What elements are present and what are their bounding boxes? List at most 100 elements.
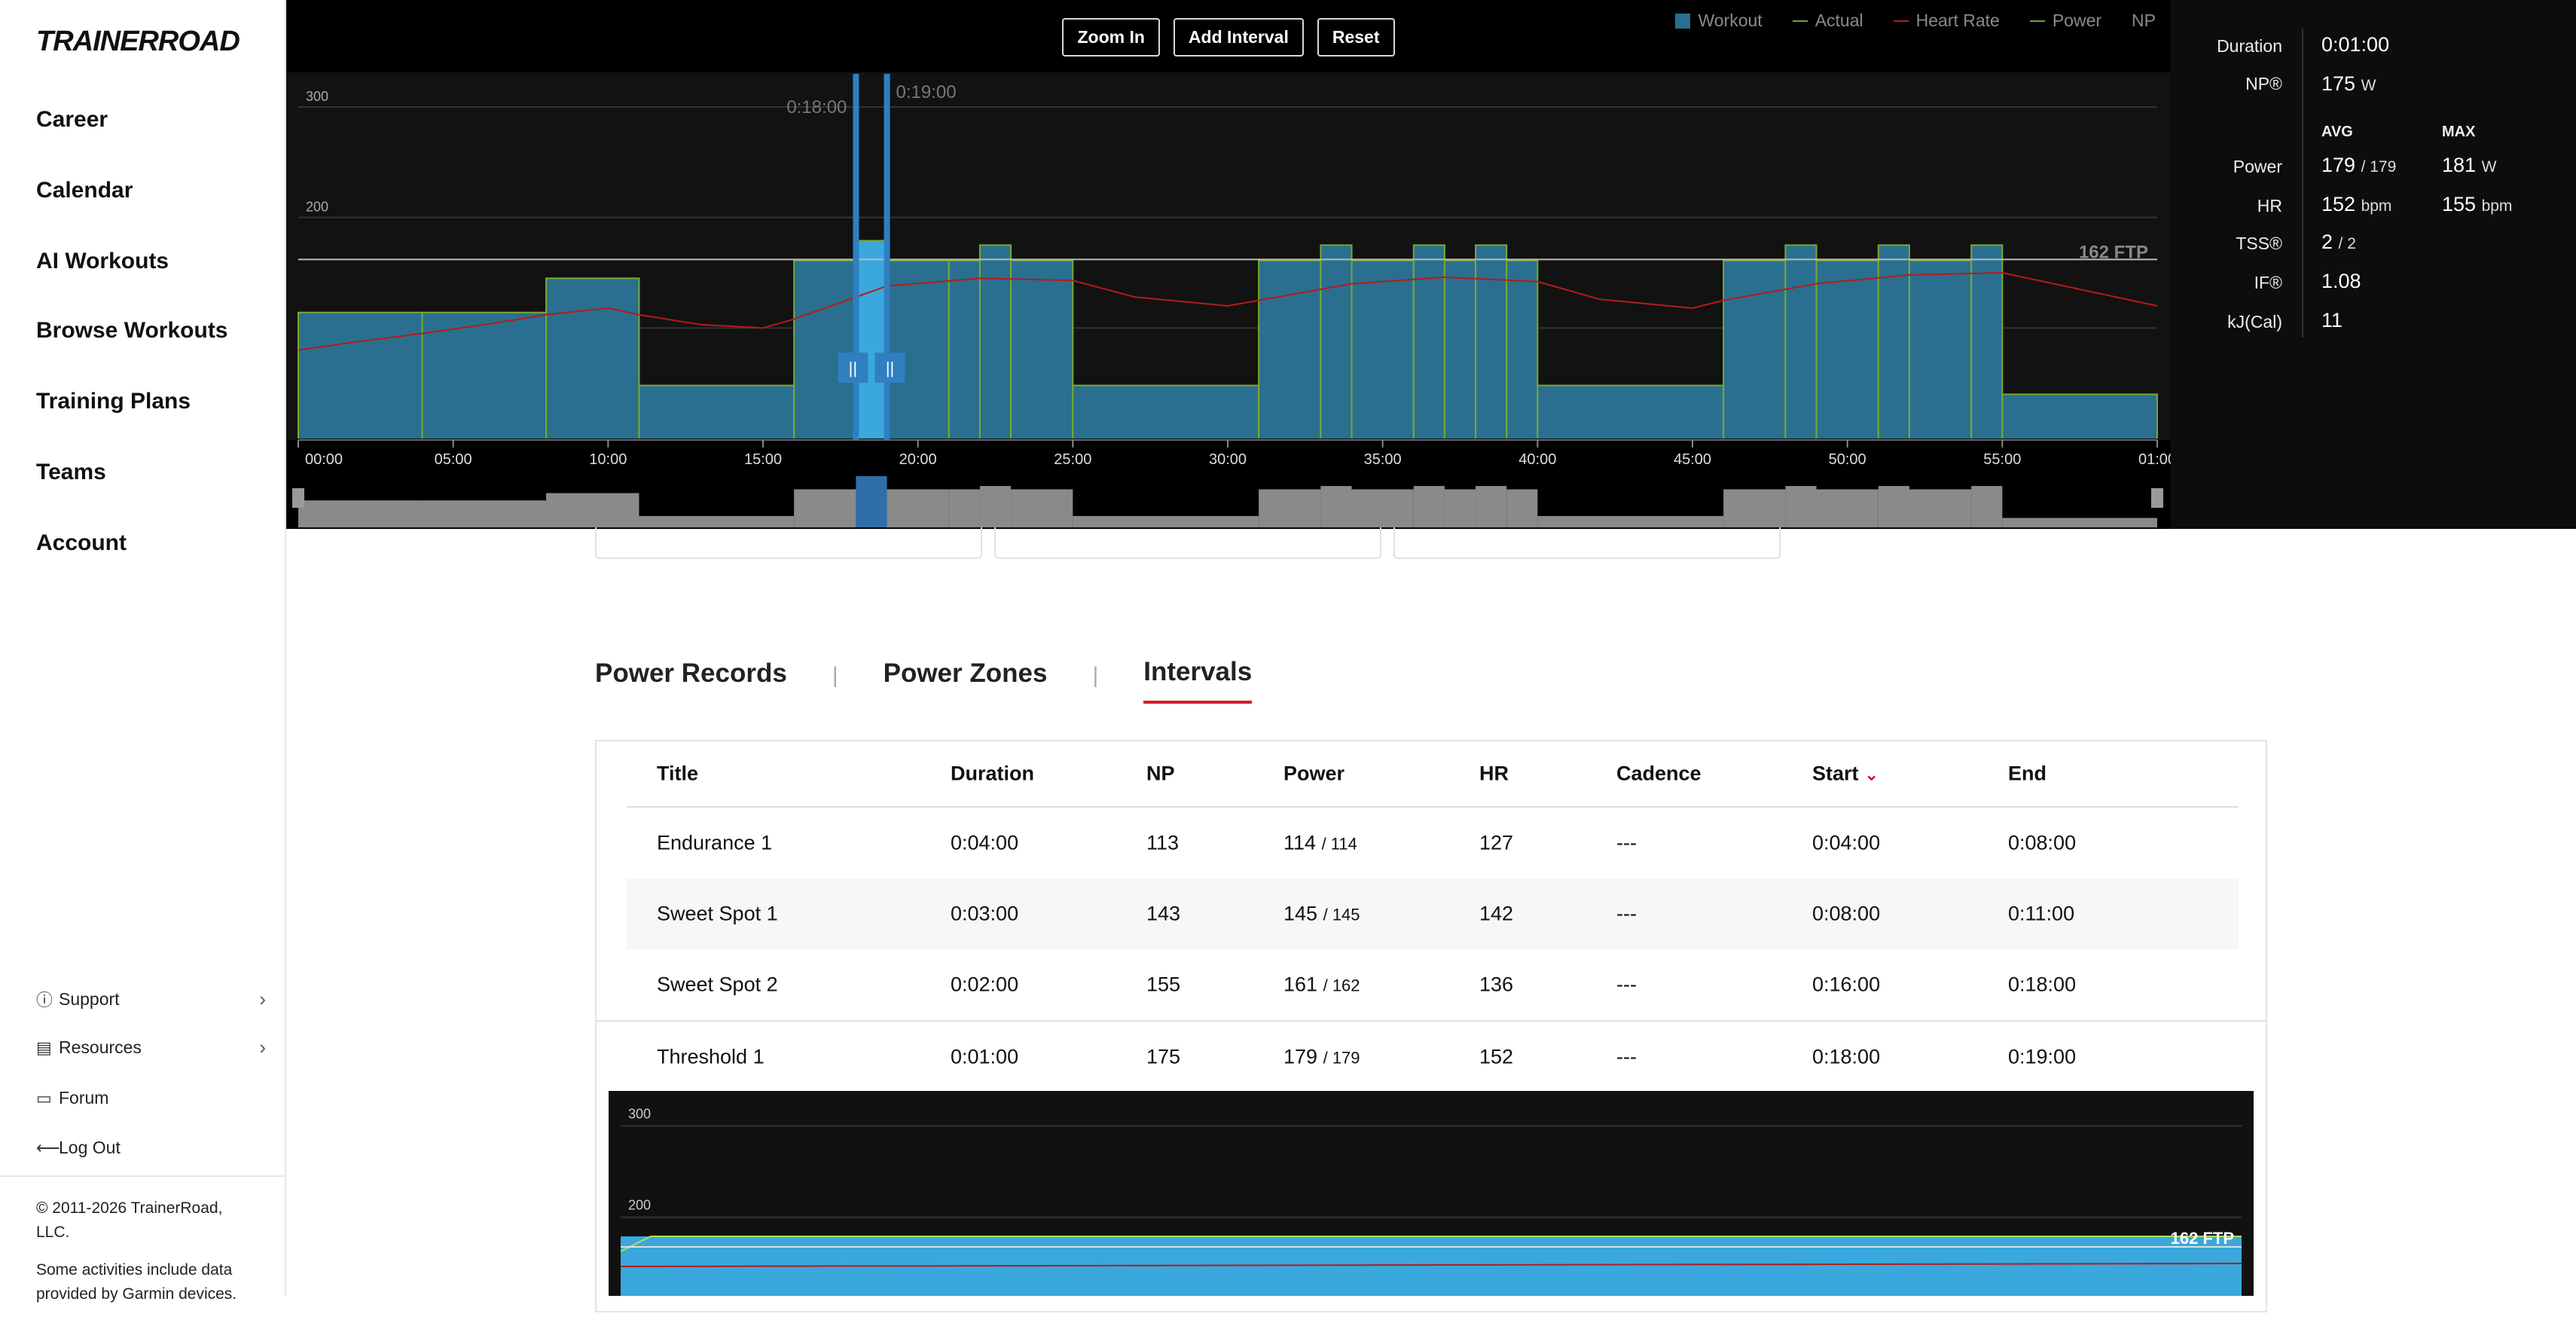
garmin-note: Some activities include data provided by…: [36, 1261, 237, 1303]
sort-desc-icon: ⌄: [1864, 765, 1879, 784]
x-tick-label: 35:00: [1364, 451, 1402, 468]
cell-start: 0:18:00: [1812, 1045, 1881, 1068]
cell-duration: 0:04:00: [951, 831, 1019, 854]
power-sub: 162: [1332, 976, 1360, 995]
legend-actual[interactable]: Actual: [1792, 11, 1863, 31]
table-row[interactable]: Endurance 1 0:04:00 113 114 / 114 127 --…: [627, 808, 2239, 878]
nav-ai-workouts[interactable]: AI Workouts: [36, 249, 169, 273]
col-duration[interactable]: Duration: [951, 762, 1034, 785]
cell-hr: 152: [1479, 1045, 1514, 1068]
x-tick-label: 25:00: [1054, 451, 1091, 468]
forum-link[interactable]: ▭ Forum: [36, 1088, 266, 1108]
tab-intervals[interactable]: Intervals: [1143, 657, 1253, 704]
power-line: [1010, 259, 1074, 438]
overview-bar: [546, 493, 639, 527]
workout-chart[interactable]: 300200100162 FTP0:18:000:19:00||||00:000…: [286, 0, 2171, 529]
summary-card[interactable]: [1393, 527, 1781, 559]
hr-avg-unit: bpm: [2361, 197, 2392, 215]
tss-label: TSS®: [2236, 234, 2282, 253]
mini-heart-rate-line: [620, 1263, 2242, 1268]
tss-number: 2: [2321, 231, 2333, 253]
cell-np: 143: [1146, 902, 1181, 925]
selection-start-handle: [853, 74, 859, 440]
resources-link[interactable]: ▤ Resources ›: [36, 1036, 266, 1059]
mini-y-tick-label: 300: [628, 1106, 651, 1121]
cell-title: Sweet Spot 1: [657, 902, 778, 925]
col-hr[interactable]: HR: [1479, 762, 1509, 785]
overview-bar: [1816, 489, 1879, 527]
kj-value: 11: [2321, 309, 2343, 332]
col-cadence[interactable]: Cadence: [1616, 762, 1702, 785]
nav-training-plans[interactable]: Training Plans: [36, 389, 191, 414]
zoom-in-button[interactable]: Zoom In: [1062, 18, 1160, 57]
overview-bar: [887, 489, 949, 527]
cell-start: 0:08:00: [1812, 902, 1881, 925]
legend-power[interactable]: Power: [2029, 11, 2101, 31]
legend-heart-rate[interactable]: Heart Rate: [1893, 11, 2000, 31]
legend-workout[interactable]: Workout: [1675, 11, 1763, 31]
legend-label: Heart Rate: [1915, 11, 2000, 30]
logout-link[interactable]: ⟵ Log Out: [36, 1138, 266, 1158]
support-link[interactable]: ⓘ Support ›: [36, 987, 266, 1011]
legend-swatch: [2029, 20, 2045, 22]
cell-start: 0:04:00: [1812, 831, 1881, 854]
tss-value: 2 / 2: [2321, 231, 2356, 253]
workout-segment-bar: [1506, 260, 1538, 438]
chevron-right-icon: ›: [259, 987, 266, 1010]
table-row-selected[interactable]: Threshold 1 0:01:00 175 179 / 179 152 --…: [597, 1020, 2266, 1092]
workout-segment-bar: [1444, 260, 1476, 438]
trainerroad-logo[interactable]: TRAINERROAD: [36, 26, 240, 57]
overview-bar: [1909, 489, 1972, 527]
stats-divider: [2302, 29, 2303, 338]
power-max: 181 W: [2442, 154, 2496, 177]
summary-card[interactable]: [595, 527, 982, 559]
overview-bar: [298, 500, 423, 527]
x-tick-label: 15:00: [744, 451, 782, 468]
col-np[interactable]: NP: [1146, 762, 1175, 785]
interval-detail-chart[interactable]: 300 200 162 FTP: [609, 1091, 2254, 1296]
cell-duration: 0:02:00: [951, 973, 1019, 996]
cell-hr: 127: [1479, 831, 1514, 854]
power-sub: 145: [1332, 905, 1360, 924]
col-start[interactable]: Start ⌄: [1812, 762, 1879, 786]
summary-card[interactable]: [994, 527, 1381, 559]
hr-avg-number: 152: [2321, 193, 2356, 215]
hr-max-unit: bpm: [2481, 197, 2513, 215]
tab-power-zones[interactable]: Power Zones: [883, 658, 1048, 688]
workout-segment-bar: [1011, 260, 1073, 438]
x-tick-label: 01:00: [2138, 451, 2171, 468]
x-tick-label: 40:00: [1518, 451, 1556, 468]
legend-np[interactable]: NP: [2132, 11, 2156, 31]
x-tick-label: 30:00: [1209, 451, 1247, 468]
table-row[interactable]: Sweet Spot 1 0:03:00 143 145 / 145 142 -…: [627, 878, 2239, 949]
power-value: 145: [1283, 902, 1318, 925]
table-row[interactable]: Sweet Spot 2 0:02:00 155 161 / 162 136 -…: [627, 949, 2239, 1020]
col-power[interactable]: Power: [1283, 762, 1345, 785]
add-interval-button[interactable]: Add Interval: [1173, 18, 1304, 57]
sidebar: TRAINERROAD Career Calendar AI Workouts …: [0, 0, 286, 1303]
cell-power: 145 / 145: [1283, 902, 1360, 925]
cell-power: 114 / 114: [1283, 831, 1357, 854]
power-max-number: 181: [2442, 154, 2477, 176]
table-row: Threshold 1 0:01:00 175 179 / 179 152 --…: [627, 1022, 2239, 1092]
workout-segment-bar: [794, 260, 856, 438]
nav-calendar[interactable]: Calendar: [36, 178, 133, 203]
power-value: 114: [1283, 831, 1317, 854]
intervals-table: Title Duration NP Power HR Cadence Start…: [595, 740, 2267, 1312]
np-value: 175 W: [2321, 72, 2376, 96]
workout-segment-bar: [1476, 245, 1507, 438]
duration-value: 0:01:00: [2321, 33, 2390, 56]
tab-power-records[interactable]: Power Records: [595, 658, 787, 688]
overview-right-grip: [2151, 488, 2163, 508]
col-end[interactable]: End: [2008, 762, 2046, 785]
reset-button[interactable]: Reset: [1317, 18, 1395, 57]
power-label: Power: [2233, 157, 2282, 176]
nav-teams[interactable]: Teams: [36, 460, 106, 484]
power-line: [1970, 244, 2004, 438]
col-title[interactable]: Title: [657, 762, 699, 785]
nav-account[interactable]: Account: [36, 530, 127, 555]
nav-career[interactable]: Career: [36, 107, 108, 132]
nav-browse-workouts[interactable]: Browse Workouts: [36, 318, 228, 343]
avg-header: AVG: [2321, 124, 2353, 140]
overview-bar: [948, 489, 980, 527]
